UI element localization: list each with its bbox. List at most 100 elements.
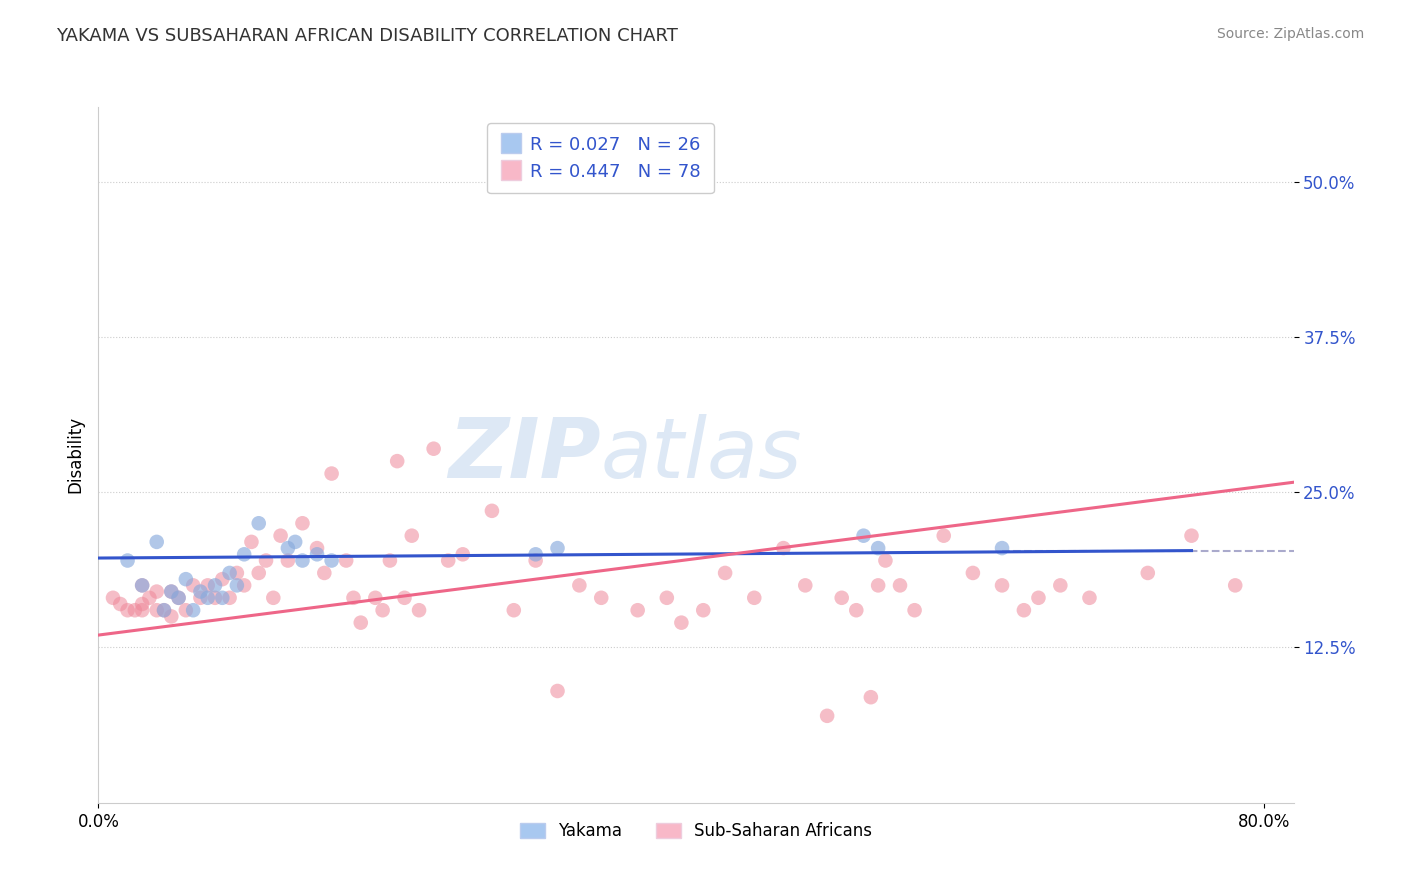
Point: [772, 541, 794, 555]
Point: [138, 591, 160, 605]
Point: [218, 566, 240, 580]
Point: [211, 572, 233, 586]
Point: [321, 467, 343, 481]
Point: [437, 553, 460, 567]
Point: [254, 553, 277, 567]
Point: [568, 578, 591, 592]
Point: [153, 603, 176, 617]
Point: [889, 578, 911, 592]
Point: [1049, 578, 1071, 592]
Point: [794, 578, 817, 592]
Point: [167, 591, 190, 605]
Point: [991, 578, 1014, 592]
Point: [1028, 591, 1050, 605]
Point: [962, 566, 984, 580]
Point: [145, 584, 167, 599]
Point: [305, 547, 328, 561]
Point: [335, 553, 357, 567]
Point: [342, 591, 364, 605]
Point: [160, 584, 183, 599]
Point: [831, 591, 853, 605]
Point: [145, 534, 167, 549]
Legend: Yakama, Sub-Saharan Africans: Yakama, Sub-Saharan Africans: [513, 815, 879, 847]
Point: [131, 603, 153, 617]
Point: [868, 541, 890, 555]
Point: [385, 454, 409, 468]
Point: [350, 615, 373, 630]
Point: [481, 504, 503, 518]
Point: [422, 442, 444, 456]
Point: [247, 516, 270, 531]
Point: [671, 615, 693, 630]
Point: [1180, 529, 1202, 543]
Point: [524, 547, 547, 561]
Point: [859, 690, 882, 705]
Point: [247, 566, 270, 580]
Point: [211, 591, 233, 605]
Point: [277, 541, 299, 555]
Point: [204, 591, 226, 605]
Point: [903, 603, 925, 617]
Point: [371, 603, 394, 617]
Point: [451, 547, 474, 561]
Point: [117, 603, 139, 617]
Point: [218, 591, 240, 605]
Point: [364, 591, 387, 605]
Point: [868, 578, 890, 592]
Text: YAKAMA VS SUBSAHARAN AFRICAN DISABILITY CORRELATION CHART: YAKAMA VS SUBSAHARAN AFRICAN DISABILITY …: [56, 27, 678, 45]
Point: [270, 529, 292, 543]
Point: [160, 584, 183, 599]
Point: [204, 578, 226, 592]
Point: [197, 578, 219, 592]
Y-axis label: Disability: Disability: [66, 417, 84, 493]
Point: [153, 603, 176, 617]
Point: [401, 529, 423, 543]
Point: [547, 541, 569, 555]
Point: [225, 578, 247, 592]
Point: [627, 603, 650, 617]
Point: [591, 591, 613, 605]
Point: [394, 591, 416, 605]
Point: [1078, 591, 1101, 605]
Point: [131, 578, 153, 592]
Point: [181, 578, 204, 592]
Point: [1225, 578, 1247, 592]
Point: [852, 529, 875, 543]
Point: [524, 553, 547, 567]
Point: [174, 603, 197, 617]
Point: [225, 566, 247, 580]
Point: [305, 541, 328, 555]
Point: [190, 591, 212, 605]
Point: [167, 591, 190, 605]
Point: [145, 603, 167, 617]
Point: [124, 603, 146, 617]
Point: [277, 553, 299, 567]
Point: [1012, 603, 1035, 617]
Point: [197, 591, 219, 605]
Point: [692, 603, 714, 617]
Point: [378, 553, 401, 567]
Point: [714, 566, 737, 580]
Text: Source: ZipAtlas.com: Source: ZipAtlas.com: [1216, 27, 1364, 41]
Point: [110, 597, 132, 611]
Point: [181, 603, 204, 617]
Point: [314, 566, 336, 580]
Point: [815, 708, 838, 723]
Point: [742, 591, 765, 605]
Point: [291, 516, 314, 531]
Point: [117, 553, 139, 567]
Point: [160, 609, 183, 624]
Point: [291, 553, 314, 567]
Point: [1136, 566, 1159, 580]
Text: atlas: atlas: [600, 415, 801, 495]
Point: [233, 578, 256, 592]
Point: [190, 584, 212, 599]
Point: [174, 572, 197, 586]
Point: [547, 684, 569, 698]
Point: [262, 591, 284, 605]
Point: [655, 591, 678, 605]
Point: [991, 541, 1014, 555]
Point: [101, 591, 124, 605]
Point: [875, 553, 897, 567]
Point: [502, 603, 524, 617]
